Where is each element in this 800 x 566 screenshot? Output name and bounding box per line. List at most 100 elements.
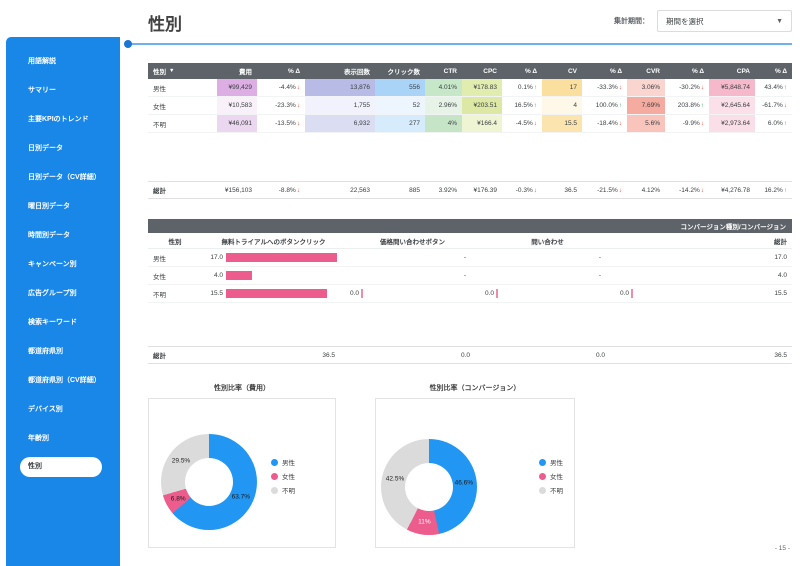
table-row: 不明 15.5 0.0 0.0 0.0 15.5	[148, 285, 792, 303]
sidebar-item-3[interactable]: 日別データ	[6, 134, 120, 163]
conversion-column-header	[615, 233, 668, 248]
cell-value: 不明	[153, 121, 166, 129]
cell-value: 277	[409, 120, 420, 127]
table-cell: -	[345, 249, 480, 266]
sidebar-item-11[interactable]: 都道府県別（CV詳細）	[6, 366, 120, 395]
sidebar-item-label: 年齢別	[28, 435, 49, 442]
delta-down-icon: ↓	[618, 84, 622, 91]
sidebar-item-14[interactable]: 性別	[6, 457, 120, 486]
cell-value: 6.0%	[767, 120, 783, 127]
column-header-label: % Δ	[691, 67, 704, 75]
conversion-column-header: 性別	[148, 233, 202, 248]
column-header-label: CPC	[483, 67, 497, 75]
table-cell: ¥2,973.64	[709, 115, 755, 132]
donut-hole	[405, 463, 453, 511]
value-bar	[226, 253, 337, 262]
table-cell: ¥4,276.78	[709, 182, 755, 198]
cell-value: ¥156,103	[224, 186, 252, 194]
cell-value: 1,755	[353, 102, 370, 109]
table-cell: -61.7% ↓	[755, 97, 792, 114]
table-cell: -	[480, 249, 615, 266]
cell-value: -33.3%	[597, 84, 618, 91]
delta-down-icon: ↓	[533, 186, 537, 194]
period-select[interactable]: 期間を選択 ▼	[657, 10, 792, 32]
sidebar-item-4[interactable]: 日別データ（CV詳細）	[6, 163, 120, 192]
delta-up-icon: ↑	[783, 120, 787, 127]
cell-value: -0.3%	[515, 186, 533, 194]
sidebar-item-13[interactable]: 年齢別	[6, 424, 120, 453]
sidebar-item-7[interactable]: キャンペーン別	[6, 250, 120, 279]
legend-item: 不明	[271, 485, 295, 495]
sidebar-item-12[interactable]: デバイス別	[6, 395, 120, 424]
sidebar-item-6[interactable]: 時間別データ	[6, 221, 120, 250]
sidebar-item-0[interactable]: 用語解説	[6, 47, 120, 76]
row-total-value: 17.0	[774, 254, 787, 261]
table-cell: -0.3% ↓	[502, 182, 542, 198]
table-cell	[615, 347, 668, 363]
conversion-total-row: 総計 36.5 0.0 0.0 36.5	[148, 346, 792, 364]
chart-title: 性別比率（費用）	[214, 385, 270, 392]
table-cell: ¥99,429	[217, 79, 257, 96]
cell-value: 7.69%	[641, 102, 660, 109]
column-header-label: CV	[567, 67, 577, 75]
grand-total-value: 36.5	[774, 351, 787, 359]
delta-up-icon: ↑	[533, 102, 537, 109]
delta-down-icon: ↓	[296, 186, 300, 194]
conversion-column-header: 価格問い合わせボタン	[345, 233, 480, 248]
kpi-column-header: % Δ	[257, 63, 305, 79]
table-cell: 4.0	[668, 267, 792, 284]
kpi-column-header: CVR	[627, 63, 665, 79]
chart-legend: 男性 女性 不明	[539, 457, 563, 499]
legend-label: 女性	[282, 474, 295, 481]
sidebar-item-label: 日別データ	[28, 145, 63, 152]
donut-chart: 63.7% 6.8% 29.5% 男性 女性 不明	[148, 398, 336, 548]
sidebar-item-10[interactable]: 都道府県別	[6, 337, 120, 366]
sidebar-item-label: 日別データ（CV詳細）	[28, 174, 101, 181]
period-filter: 集計期間： 期間を選択 ▼	[614, 10, 792, 32]
conversion-table-body: 男性 17.0 - - 17.0 女性 4.0 - - 4.0 不明 15.5 0.0 0.0 0.0 15.…	[148, 249, 792, 303]
table-cell: 3.92%	[425, 182, 462, 198]
table-cell: 男性	[148, 249, 202, 266]
cell-value: -8.8%	[278, 186, 296, 194]
table-cell: -13.5% ↓	[257, 115, 305, 132]
table-cell: ¥176.39	[462, 182, 502, 198]
cell-value: -	[598, 254, 601, 261]
sidebar-item-9[interactable]: 検索キーワード	[6, 308, 120, 337]
legend-label: 男性	[282, 460, 295, 467]
table-cell: 15.5	[542, 115, 582, 132]
cell-value: 男性	[153, 255, 166, 263]
column-header-label: % Δ	[287, 67, 300, 75]
table-cell: 6.0% ↑	[755, 115, 792, 132]
cell-value: 総計	[153, 188, 166, 195]
table-row: 男性 ¥99,429 -4.4% ↓ 13,876 556 4.01% ¥178.83 0.1%…	[148, 79, 792, 97]
table-cell: 不明	[148, 115, 217, 132]
cell-value: ¥46,091	[228, 120, 253, 127]
sidebar-item-1[interactable]: サマリー	[6, 76, 120, 105]
chevron-down-icon: ▼	[776, 17, 783, 25]
row-total-value: 15.5	[774, 290, 787, 297]
delta-down-icon: ↓	[296, 102, 300, 109]
kpi-column-header: クリック数	[375, 63, 425, 79]
column-header-label: 価格問い合わせボタン	[380, 238, 445, 246]
table-cell: -18.4% ↓	[582, 115, 627, 132]
sidebar-item-5[interactable]: 曜日別データ	[6, 192, 120, 221]
cell-value: ¥99,429	[228, 84, 253, 91]
cell-value: -4.4%	[278, 84, 296, 91]
cell-value: -14.2%	[679, 186, 700, 194]
table-cell: -9.9% ↓	[665, 115, 709, 132]
sidebar-item-label: 都道府県別（CV詳細）	[28, 377, 101, 384]
sidebar-item-2[interactable]: 主要KPIのトレンド	[6, 105, 120, 134]
table-row: 男性 17.0 - - 17.0	[148, 249, 792, 267]
kpi-column-header[interactable]: 性別 ▼	[148, 63, 217, 79]
cell-value: 17	[569, 84, 577, 91]
zero-bar-icon	[631, 289, 634, 298]
table-cell: -	[345, 267, 480, 284]
legend-label: 男性	[550, 460, 563, 467]
bar-value: 0.0	[485, 290, 495, 297]
table-cell: 1,755	[305, 97, 375, 114]
total-value: 0.0	[595, 351, 605, 359]
table-cell: ¥166.4	[462, 115, 502, 132]
cell-value: 885	[409, 186, 420, 194]
sidebar-item-8[interactable]: 広告グループ別	[6, 279, 120, 308]
cell-value: ¥2,645.64	[721, 102, 750, 109]
